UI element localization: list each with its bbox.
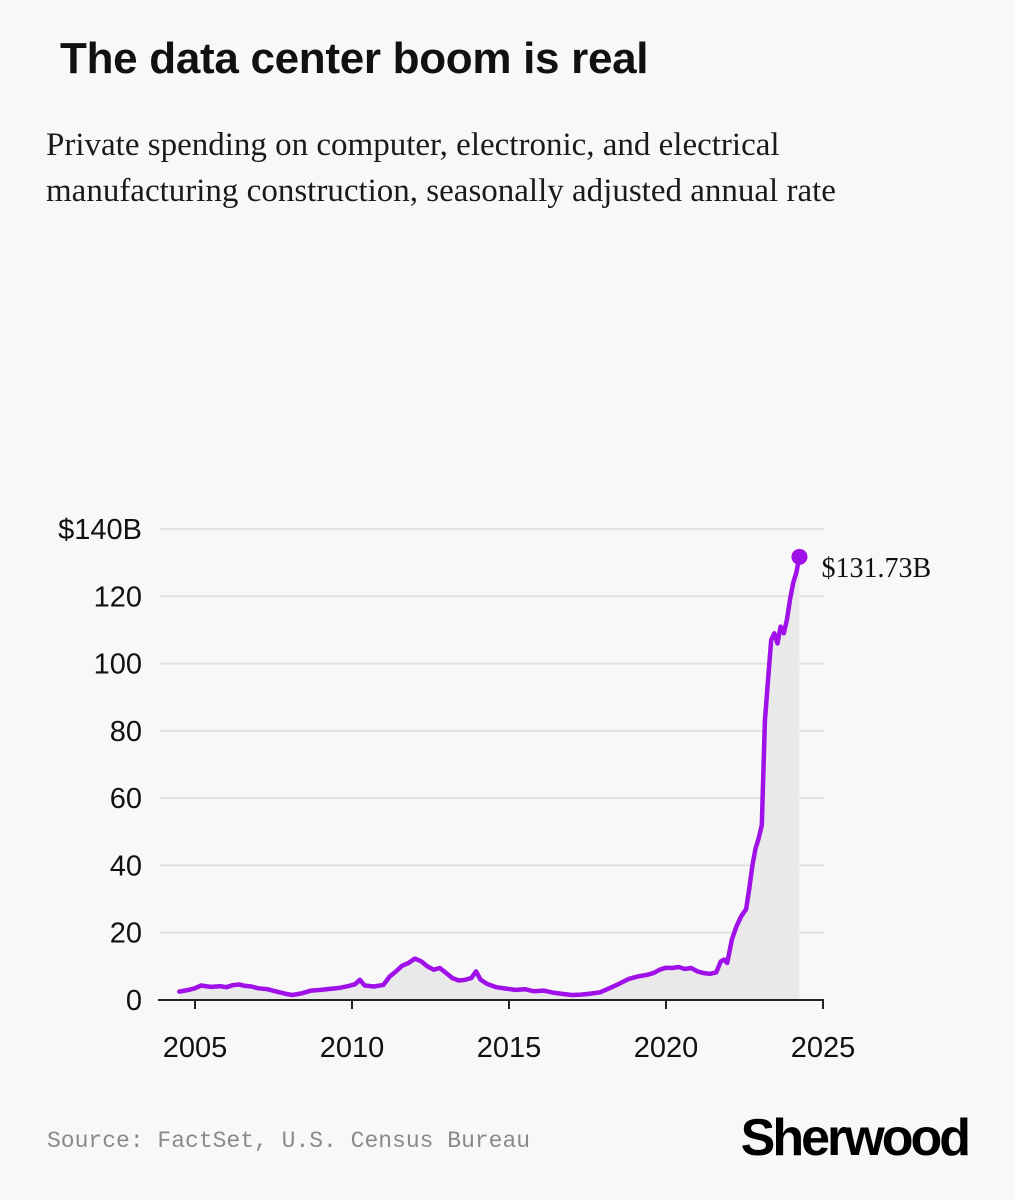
- y-tick-label-40: 40: [110, 850, 142, 882]
- source-note: Source: FactSet, U.S. Census Bureau: [47, 1128, 531, 1154]
- sherwood-logo: Sherwood: [740, 1109, 971, 1167]
- y-tick-label-100: 100: [94, 649, 142, 681]
- y-gridlines: [160, 528, 824, 934]
- area-fill: [179, 556, 800, 1000]
- x-tick-label-2025: 2025: [791, 1032, 856, 1064]
- series-line: [177, 554, 802, 998]
- y-tick-label-20: 20: [110, 918, 142, 950]
- y-tick-label-60: 60: [110, 783, 142, 815]
- y-ticks: 0 20 40 60 80 100 120 $140B: [58, 514, 142, 1017]
- x-ticks: 2005 2010 2015 2020 2025: [163, 1000, 856, 1064]
- x-tick-label-2005: 2005: [163, 1032, 228, 1064]
- chart-title: The data center boom is real: [60, 34, 649, 83]
- end-value-label: $131.73B: [821, 553, 931, 584]
- chart-subtitle: Private spending on computer, electronic…: [46, 127, 836, 209]
- y-tick-label-140: $140B: [58, 514, 142, 546]
- x-tick-label-2020: 2020: [634, 1032, 699, 1064]
- x-tick-label-2015: 2015: [477, 1032, 542, 1064]
- end-point-marker: [791, 548, 808, 565]
- y-tick-label-0: 0: [126, 985, 142, 1017]
- x-tick-label-2010: 2010: [320, 1032, 385, 1064]
- y-tick-label-120: 120: [94, 581, 142, 613]
- y-tick-label-80: 80: [110, 716, 142, 748]
